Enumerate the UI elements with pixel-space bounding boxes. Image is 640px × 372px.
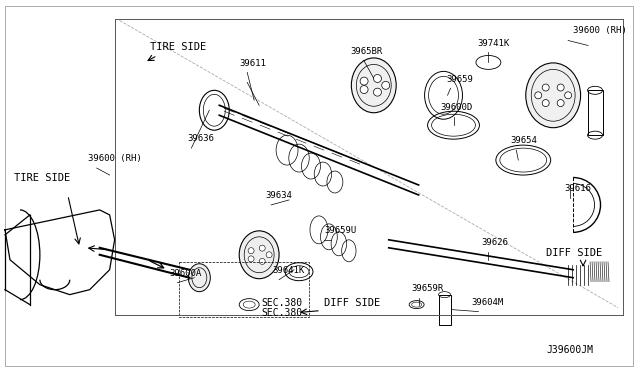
Circle shape [266, 252, 272, 258]
Circle shape [542, 100, 549, 106]
Text: SEC.380: SEC.380 [261, 298, 302, 308]
Circle shape [557, 100, 564, 106]
Text: 39636: 39636 [188, 134, 214, 143]
Circle shape [259, 245, 265, 251]
Circle shape [374, 74, 381, 83]
Bar [179, 262, 309, 317]
Circle shape [381, 81, 390, 89]
Circle shape [360, 77, 368, 85]
Text: SEC.380: SEC.380 [261, 308, 302, 318]
Circle shape [542, 84, 549, 91]
Text: 39741K: 39741K [477, 39, 509, 48]
Circle shape [564, 92, 572, 99]
Ellipse shape [526, 63, 580, 128]
Ellipse shape [199, 90, 229, 130]
Ellipse shape [239, 231, 279, 279]
Text: 39600 (RH): 39600 (RH) [88, 154, 141, 163]
Circle shape [248, 248, 254, 254]
Text: 39600A: 39600A [170, 269, 202, 278]
Circle shape [535, 92, 541, 99]
Circle shape [248, 256, 254, 262]
Text: 39659: 39659 [447, 76, 474, 84]
Text: 39611: 39611 [239, 60, 266, 68]
Bar [438, 295, 451, 324]
Text: 39634: 39634 [265, 191, 292, 200]
Text: 39626: 39626 [481, 238, 508, 247]
Text: 39654: 39654 [510, 136, 537, 145]
Text: DIFF SIDE: DIFF SIDE [324, 298, 380, 308]
Text: TIRE SIDE: TIRE SIDE [14, 173, 70, 183]
Text: 39659R: 39659R [412, 283, 444, 293]
Text: 3965BR: 3965BR [351, 47, 383, 57]
Text: TIRE SIDE: TIRE SIDE [150, 42, 205, 52]
Circle shape [557, 84, 564, 91]
Text: 39604M: 39604M [472, 298, 504, 307]
Circle shape [360, 86, 368, 93]
Text: 39659U: 39659U [324, 226, 356, 235]
Text: J39600JM: J39600JM [546, 346, 593, 355]
Circle shape [374, 88, 381, 96]
Text: 39616: 39616 [564, 184, 591, 193]
Text: 39600D: 39600D [440, 103, 473, 112]
Ellipse shape [351, 58, 396, 113]
Text: 39641K: 39641K [272, 266, 305, 275]
Bar [588, 90, 603, 135]
Text: 39600 (RH): 39600 (RH) [573, 26, 627, 35]
Ellipse shape [188, 264, 211, 292]
Text: DIFF SIDE: DIFF SIDE [546, 248, 602, 258]
Circle shape [259, 259, 265, 264]
